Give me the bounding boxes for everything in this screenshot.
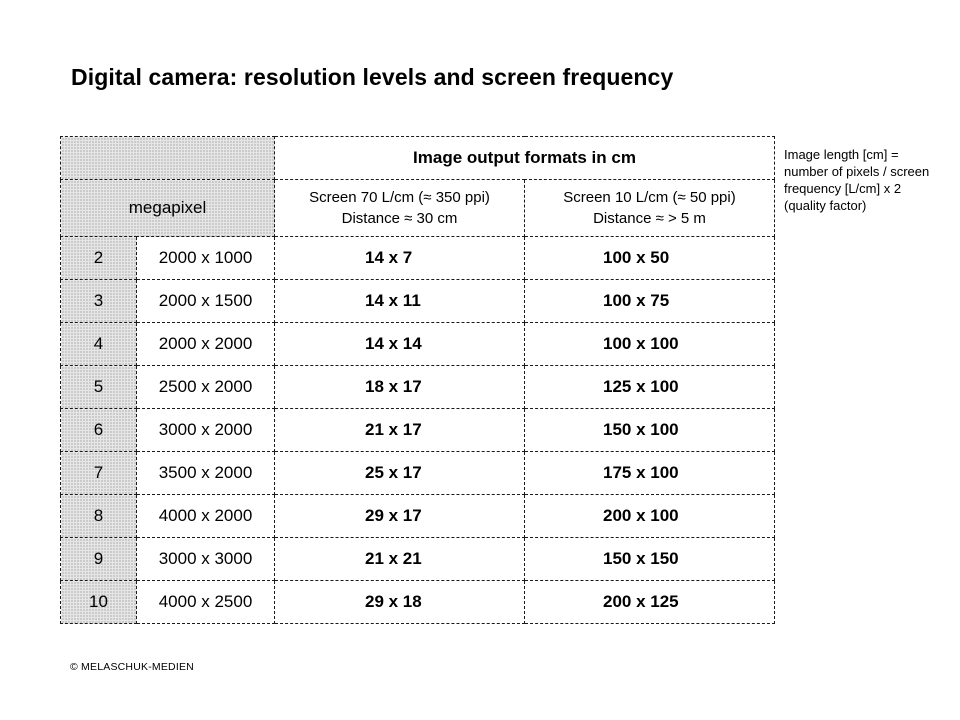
table-row: 3 2000 x 1500 14 x 11 100 x 75 <box>60 279 775 323</box>
pixels-cell: 2000 x 2000 <box>136 322 275 366</box>
megapixel-cell: 7 <box>60 451 137 495</box>
format-10-value: 100 x 50 <box>603 248 670 267</box>
format-10-cell: 150 x 150 <box>524 537 775 581</box>
format-70-cell: 14 x 11 <box>274 279 525 323</box>
table-row: 10 4000 x 2500 29 x 18 200 x 125 <box>60 580 775 624</box>
format-10-value: 100 x 75 <box>603 291 670 310</box>
format-10-cell: 100 x 100 <box>524 322 775 366</box>
megapixel-cell: 8 <box>60 494 137 538</box>
formula-note: Image length [cm] = number of pixels / s… <box>784 147 930 213</box>
header-row-sub: megapixel Screen 70 L/cm (≈ 350 ppi) Dis… <box>60 179 775 237</box>
table-row: 7 3500 x 2000 25 x 17 175 x 100 <box>60 451 775 495</box>
pixels-cell: 4000 x 2500 <box>136 580 275 624</box>
format-10-cell: 125 x 100 <box>524 365 775 409</box>
table-row: 9 3000 x 3000 21 x 21 150 x 150 <box>60 537 775 581</box>
header-row-main: Image output formats in cm <box>60 136 775 180</box>
format-70-cell: 25 x 17 <box>274 451 525 495</box>
pixels-cell: 2000 x 1000 <box>136 236 275 280</box>
pixels-cell: 3000 x 3000 <box>136 537 275 581</box>
format-10-value: 125 x 100 <box>603 377 679 396</box>
format-70-cell: 29 x 17 <box>274 494 525 538</box>
table-row: 8 4000 x 2000 29 x 17 200 x 100 <box>60 494 775 538</box>
format-10-value: 200 x 125 <box>603 592 679 611</box>
copyright: © MELASCHUK-MEDIEN <box>70 661 194 673</box>
table-row: 2 2000 x 1000 14 x 7 100 x 50 <box>60 236 775 280</box>
format-70-value: 29 x 18 <box>365 592 422 611</box>
megapixel-cell: 10 <box>60 580 137 624</box>
format-10-value: 150 x 150 <box>603 549 679 568</box>
screen-70-distance: Distance ≈ 30 cm <box>341 210 458 227</box>
screen-70-label: Screen 70 L/cm (≈ 350 ppi) <box>309 189 490 206</box>
pixels-cell: 3000 x 2000 <box>136 408 275 452</box>
table-row: 4 2000 x 2000 14 x 14 100 x 100 <box>60 322 775 366</box>
screen-70-header: Screen 70 L/cm (≈ 350 ppi) Distance ≈ 30… <box>274 179 525 237</box>
format-10-cell: 200 x 125 <box>524 580 775 624</box>
screen-10-label: Screen 10 L/cm (≈ 50 ppi) <box>563 189 736 206</box>
format-10-cell: 100 x 75 <box>524 279 775 323</box>
format-70-cell: 29 x 18 <box>274 580 525 624</box>
format-10-value: 150 x 100 <box>603 420 679 439</box>
format-70-cell: 14 x 7 <box>274 236 525 280</box>
format-70-cell: 21 x 21 <box>274 537 525 581</box>
page-title: Digital camera: resolution levels and sc… <box>71 64 674 90</box>
format-70-value: 14 x 14 <box>365 334 422 353</box>
format-10-cell: 100 x 50 <box>524 236 775 280</box>
table-row: 5 2500 x 2000 18 x 17 125 x 100 <box>60 365 775 409</box>
screen-10-distance: Distance ≈ > 5 m <box>593 210 706 227</box>
format-10-cell: 200 x 100 <box>524 494 775 538</box>
megapixel-cell: 9 <box>60 537 137 581</box>
megapixel-cell: 6 <box>60 408 137 452</box>
screen-10-header: Screen 10 L/cm (≈ 50 ppi) Distance ≈ > 5… <box>524 179 775 237</box>
pixels-cell: 2500 x 2000 <box>136 365 275 409</box>
format-70-value: 21 x 21 <box>365 549 422 568</box>
format-70-value: 14 x 7 <box>365 248 413 267</box>
resolution-table: Image output formats in cm megapixel Scr… <box>60 136 775 624</box>
format-10-cell: 175 x 100 <box>524 451 775 495</box>
format-70-value: 25 x 17 <box>365 463 422 482</box>
format-70-value: 18 x 17 <box>365 377 422 396</box>
pixels-cell: 2000 x 1500 <box>136 279 275 323</box>
format-70-value: 29 x 17 <box>365 506 422 525</box>
format-70-cell: 18 x 17 <box>274 365 525 409</box>
format-10-cell: 150 x 100 <box>524 408 775 452</box>
output-formats-header: Image output formats in cm <box>274 136 775 180</box>
megapixel-cell: 4 <box>60 322 137 366</box>
megapixel-cell: 5 <box>60 365 137 409</box>
format-70-cell: 14 x 14 <box>274 322 525 366</box>
megapixel-cell: 3 <box>60 279 137 323</box>
format-70-value: 21 x 17 <box>365 420 422 439</box>
format-70-cell: 21 x 17 <box>274 408 525 452</box>
pixels-cell: 4000 x 2000 <box>136 494 275 538</box>
format-10-value: 175 x 100 <box>603 463 679 482</box>
megapixel-header: megapixel <box>60 179 275 237</box>
megapixel-cell: 2 <box>60 236 137 280</box>
format-10-value: 200 x 100 <box>603 506 679 525</box>
format-70-value: 14 x 11 <box>365 291 421 310</box>
corner-cell <box>60 136 275 180</box>
pixels-cell: 3500 x 2000 <box>136 451 275 495</box>
table-row: 6 3000 x 2000 21 x 17 150 x 100 <box>60 408 775 452</box>
format-10-value: 100 x 100 <box>603 334 679 353</box>
